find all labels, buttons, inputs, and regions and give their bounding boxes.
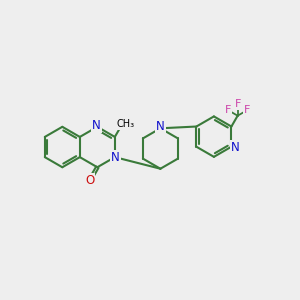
Text: N: N — [231, 141, 239, 154]
Text: F: F — [225, 105, 231, 115]
Text: N: N — [111, 151, 120, 164]
Text: F: F — [244, 105, 250, 115]
Text: O: O — [85, 174, 94, 187]
Text: N: N — [92, 119, 101, 132]
Text: CH₃: CH₃ — [116, 119, 135, 129]
Text: F: F — [235, 99, 241, 110]
Text: N: N — [156, 120, 165, 133]
